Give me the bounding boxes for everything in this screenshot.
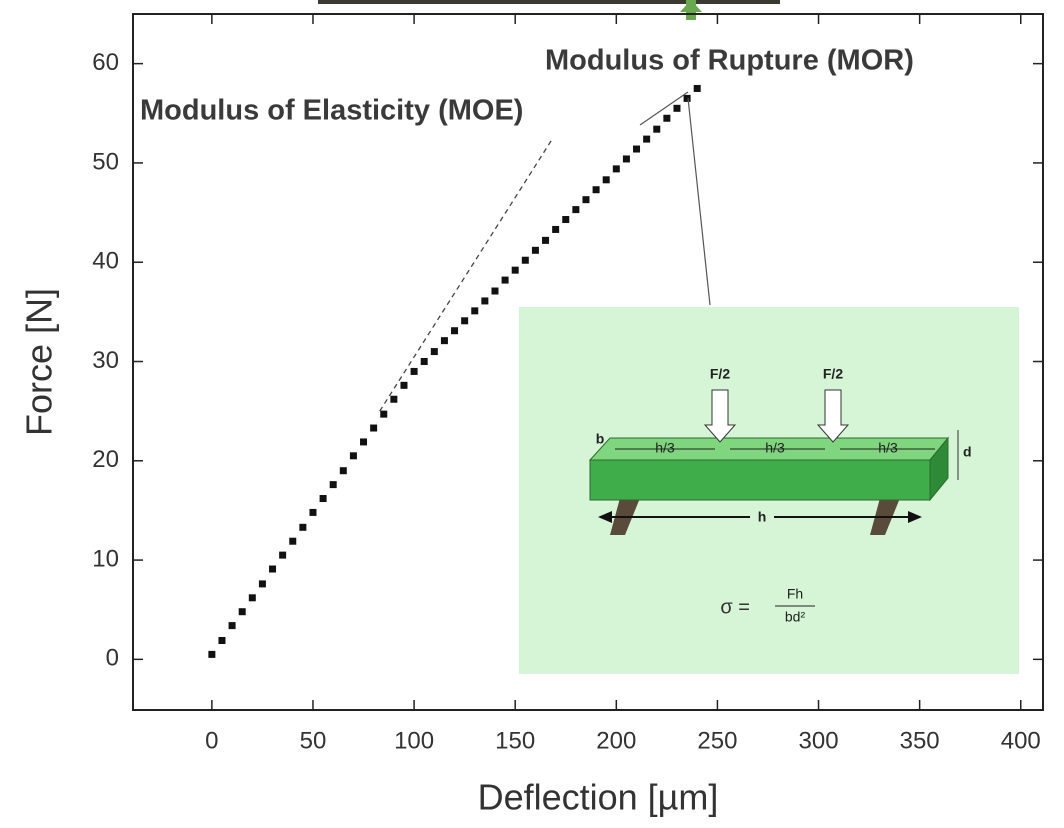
data-point: [613, 165, 620, 172]
data-point: [562, 216, 569, 223]
data-point: [269, 566, 276, 573]
y-tick-label: 0: [106, 645, 119, 672]
data-point: [593, 186, 600, 193]
x-tick-label: 150: [495, 727, 535, 754]
data-point: [572, 206, 579, 213]
x-tick-label: 350: [900, 727, 940, 754]
data-point: [461, 317, 468, 324]
data-point: [623, 155, 630, 162]
inset-label: h/3: [765, 440, 785, 456]
data-point: [532, 247, 539, 254]
data-point: [309, 509, 316, 516]
data-point: [289, 538, 296, 545]
chart: F/2 F/2 h/3 h/3 h/3 b d h σ = Fh bd² Mod…: [0, 0, 1064, 828]
data-point: [390, 396, 397, 403]
formula-denominator: bd²: [785, 609, 806, 625]
data-point: [370, 425, 377, 432]
y-tick-label: 30: [92, 347, 119, 374]
data-point: [208, 651, 215, 658]
data-point: [633, 146, 640, 153]
data-point: [320, 495, 327, 502]
inset-label: d: [963, 444, 972, 460]
y-tick-label: 40: [92, 248, 119, 275]
beam-front: [590, 460, 930, 500]
data-point: [431, 348, 438, 355]
data-point: [218, 637, 225, 644]
data-point: [451, 327, 458, 334]
data-point: [350, 452, 357, 459]
x-tick-label: 50: [300, 727, 327, 754]
inset-label: F/2: [823, 366, 843, 382]
data-point: [229, 622, 236, 629]
data-point: [673, 105, 680, 112]
data-point: [502, 277, 509, 284]
inset-label: F/2: [710, 366, 730, 382]
data-point: [249, 594, 256, 601]
x-tick-label: 300: [799, 727, 839, 754]
data-point: [582, 196, 589, 203]
photo-strip: [318, 0, 780, 4]
data-point: [694, 85, 701, 92]
data-point: [400, 382, 407, 389]
x-tick-label: 100: [394, 727, 434, 754]
x-axis-label: Deflection [µm]: [478, 777, 719, 818]
data-point: [380, 411, 387, 418]
data-point: [663, 115, 670, 122]
data-point: [360, 438, 367, 445]
data-point: [411, 368, 418, 375]
data-point: [522, 257, 529, 264]
data-point: [643, 136, 650, 143]
inset-label: b: [596, 431, 605, 447]
formula-numerator: Fh: [787, 586, 803, 602]
data-point: [279, 552, 286, 559]
data-point: [552, 226, 559, 233]
y-axis-label: Force [N]: [19, 288, 60, 436]
y-tick-label: 20: [92, 446, 119, 473]
x-tick-label: 200: [596, 727, 636, 754]
data-point: [512, 267, 519, 274]
inset-label: h: [758, 509, 767, 525]
inset-label: h/3: [878, 440, 898, 456]
formula-lhs: σ =: [720, 596, 750, 618]
data-point: [330, 481, 337, 488]
data-point: [239, 608, 246, 615]
y-tick-label: 10: [92, 545, 119, 572]
data-point: [471, 307, 478, 314]
annotation: Modulus of Rupture (MOR): [545, 45, 914, 77]
data-point: [542, 237, 549, 244]
data-point: [491, 288, 498, 295]
leader-line: [688, 98, 710, 305]
data-point: [481, 297, 488, 304]
inset: F/2 F/2 h/3 h/3 h/3 b d h σ = Fh bd²: [519, 307, 1019, 674]
annotation: Modulus of Elasticity (MOE): [140, 95, 523, 127]
y-tick-label: 50: [92, 148, 119, 175]
data-point: [684, 95, 691, 102]
data-point: [299, 524, 306, 531]
data-point: [603, 176, 610, 183]
data-point: [340, 467, 347, 474]
data-point: [441, 337, 448, 344]
x-tick-label: 250: [697, 727, 737, 754]
data-point: [421, 358, 428, 365]
data-point: [653, 126, 660, 133]
inset-label: h/3: [655, 440, 675, 456]
data-point: [259, 580, 266, 587]
x-tick-label: 400: [1001, 727, 1041, 754]
x-tick-label: 0: [205, 727, 218, 754]
y-tick-label: 60: [92, 49, 119, 76]
